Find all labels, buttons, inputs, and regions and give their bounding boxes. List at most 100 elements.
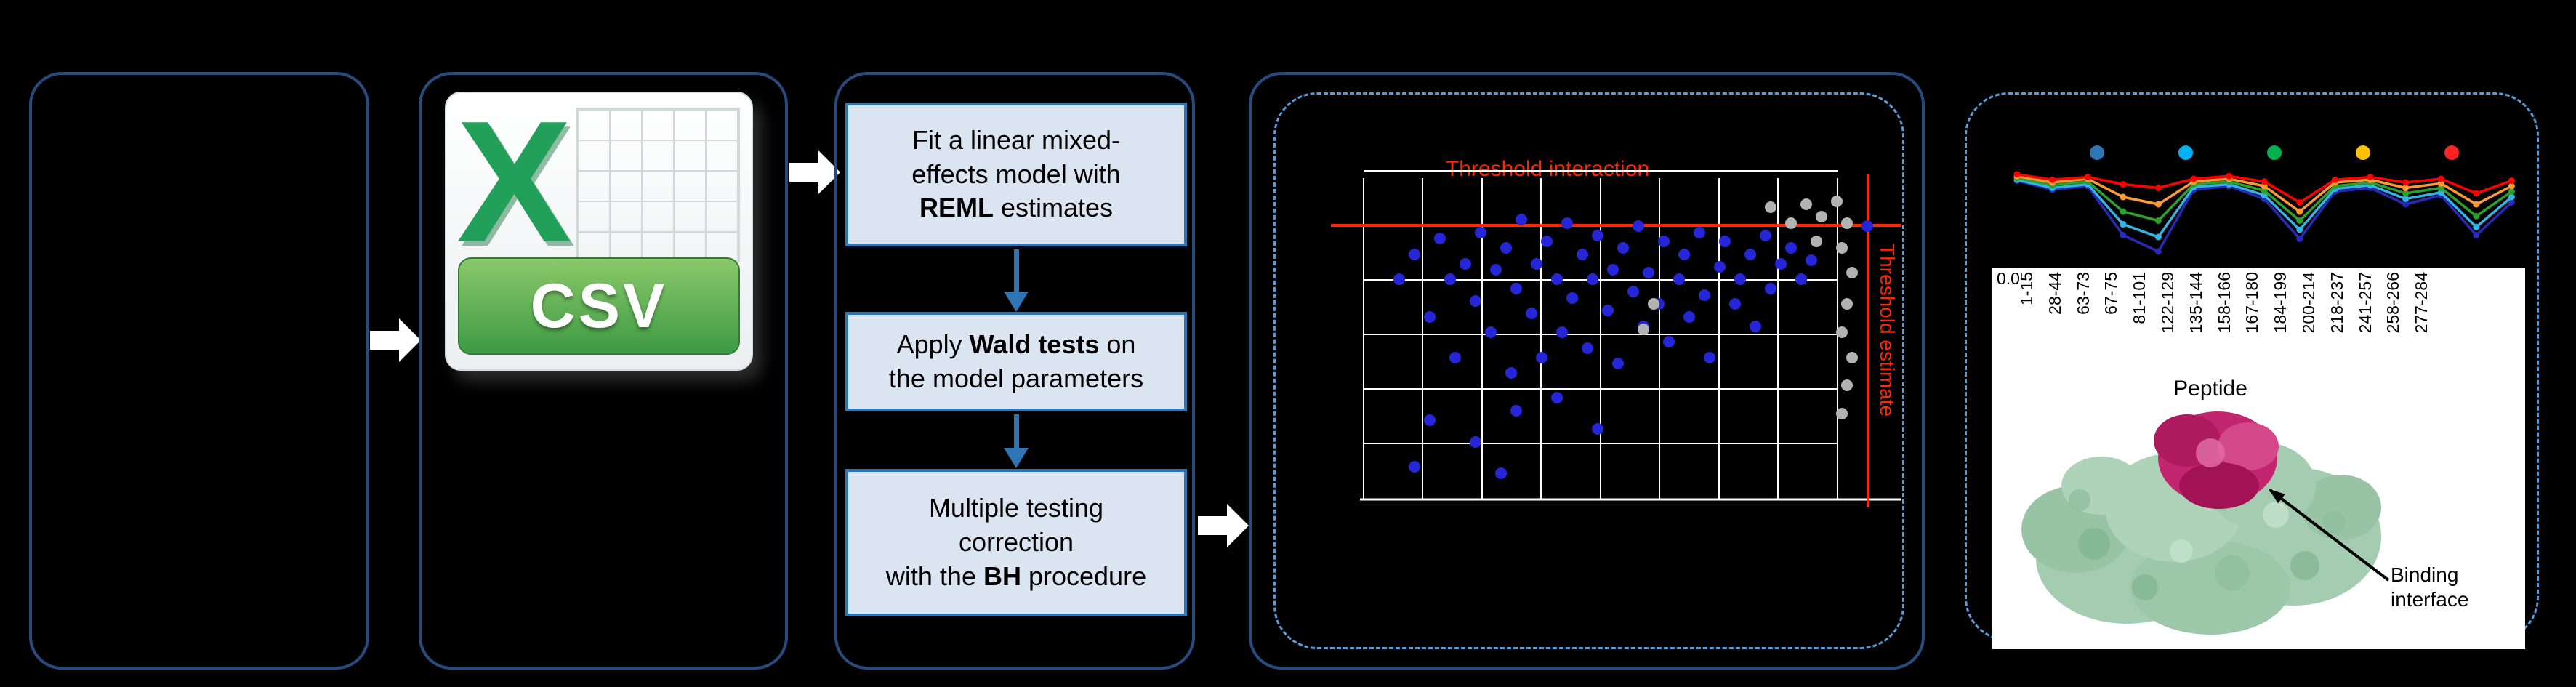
scatter-point <box>1577 248 1588 260</box>
line-point <box>2473 232 2480 238</box>
scatter-point <box>1719 236 1731 248</box>
line-point <box>2261 187 2268 194</box>
block-arrow-icon <box>789 150 840 194</box>
scatter-point <box>1678 248 1690 260</box>
scatter-point <box>1460 257 1471 270</box>
scatter-point <box>1424 414 1436 426</box>
results-panel <box>1249 72 1925 670</box>
scatter-point <box>1485 326 1497 339</box>
scatter-point <box>1795 273 1807 285</box>
scatter-point <box>1785 217 1797 229</box>
spreadsheet-grid-icon <box>576 108 740 262</box>
scatter-point <box>1424 310 1436 323</box>
scatter-point <box>1633 220 1644 232</box>
timepoint-legend-dot <box>2090 145 2104 160</box>
scatter-point <box>1475 226 1486 238</box>
scatter-point <box>1505 367 1517 379</box>
line-point <box>2296 208 2303 215</box>
line-point <box>2473 201 2480 208</box>
scatter-point <box>1449 351 1461 363</box>
scatter-point <box>1836 407 1848 419</box>
line-point <box>2402 190 2410 197</box>
excel-x-logo-icon: X <box>456 86 572 278</box>
scatter-point <box>1806 254 1817 267</box>
scatter-point <box>1495 467 1507 479</box>
line-point <box>2508 177 2515 184</box>
line-point <box>2296 236 2303 242</box>
scatter-point <box>1841 298 1853 310</box>
line-point <box>2508 182 2515 190</box>
scatter-point <box>1841 217 1853 229</box>
line-point <box>2120 221 2127 228</box>
scatter-point <box>1531 257 1542 270</box>
y-axis-tick-label: 0.0 <box>1997 269 2020 288</box>
down-arrowhead-icon <box>1004 292 1029 312</box>
scatter-point <box>1694 226 1705 238</box>
down-arrow-icon <box>1014 414 1019 449</box>
timepoint-legend-dot <box>2356 145 2370 160</box>
scatter-point <box>1643 267 1654 279</box>
line-point <box>2367 174 2374 180</box>
scatter-point <box>1470 295 1481 308</box>
scatter-point <box>1785 242 1797 254</box>
line-point <box>2154 248 2162 255</box>
scatter-point <box>1566 292 1578 304</box>
scatter-point <box>1765 282 1776 294</box>
csv-format-banner: CSV <box>458 257 740 355</box>
scatter-point <box>1617 242 1629 254</box>
scatter-point <box>1846 351 1858 363</box>
scatter-point <box>1526 308 1537 320</box>
timepoint-legend-dot <box>2444 145 2459 160</box>
line-point <box>2154 201 2162 208</box>
scatter-point <box>1800 198 1812 210</box>
line-point <box>2261 178 2268 185</box>
scatter-point <box>1470 435 1481 448</box>
line-point <box>2120 193 2127 201</box>
binding-interface-region <box>2154 411 2279 509</box>
line-point <box>2296 226 2303 233</box>
binding-interface-label: Binding interface <box>2391 563 2469 611</box>
csv-format-label: CSV <box>530 270 668 341</box>
scatter-point <box>1551 392 1563 404</box>
scatter-point <box>1648 298 1659 310</box>
scatter-point <box>1836 326 1848 339</box>
csv-file-icon: X CSV <box>445 86 753 371</box>
line-point <box>2437 189 2444 196</box>
line-point <box>2402 185 2410 191</box>
scatter-point <box>1775 257 1787 270</box>
scatter-point <box>1729 298 1741 310</box>
protein-structure <box>2021 411 2390 635</box>
scatter-point <box>1592 423 1603 435</box>
line-point <box>2049 176 2056 183</box>
scatter-point <box>1551 273 1563 285</box>
down-arrowhead-icon <box>1004 448 1029 468</box>
scatter-point <box>1541 236 1553 248</box>
line-point <box>2120 232 2127 238</box>
scatter-point <box>1765 201 1776 214</box>
scatter-point <box>1561 217 1573 229</box>
scatter-point <box>1592 229 1603 241</box>
workflow-step-text: Multiple testing correction with the BH … <box>885 493 1147 591</box>
down-arrow-icon <box>1014 249 1019 293</box>
binding-interface-arrow-icon <box>2269 489 2390 582</box>
scatter-point <box>1760 229 1771 241</box>
line-point <box>2120 208 2127 215</box>
scatter-point <box>1861 220 1873 232</box>
line-point <box>2508 193 2515 201</box>
scatter-point <box>1500 242 1512 254</box>
peptide-axis-title: Peptide <box>2173 377 2247 401</box>
line-point <box>2473 223 2480 230</box>
threshold-interaction-label: Threshold interaction <box>1445 157 1650 181</box>
line-point <box>2402 196 2410 202</box>
scatter-point <box>1602 305 1614 316</box>
scatter-point <box>1607 264 1619 276</box>
line-point <box>2154 217 2162 224</box>
results-dashed-frame <box>1273 92 1904 649</box>
scatter-point <box>1627 286 1639 298</box>
scatter-point <box>1816 211 1827 222</box>
scatter-point <box>1516 214 1527 226</box>
scatter-point <box>1582 342 1593 354</box>
protein-surface <box>2021 442 2381 635</box>
scatter-points <box>1364 171 1905 513</box>
